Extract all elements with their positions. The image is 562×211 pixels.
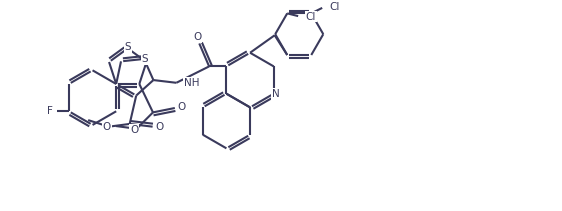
Text: Cl: Cl [330, 2, 340, 12]
Text: O: O [193, 32, 201, 42]
Text: NH: NH [184, 78, 200, 88]
Text: O: O [130, 125, 138, 135]
Text: S: S [124, 42, 131, 52]
Text: O: O [103, 122, 111, 132]
Text: O: O [155, 122, 164, 132]
Text: S: S [142, 54, 148, 64]
Text: N: N [272, 89, 280, 99]
Text: F: F [47, 106, 53, 116]
Text: Cl: Cl [306, 12, 316, 22]
Text: O: O [177, 102, 185, 112]
